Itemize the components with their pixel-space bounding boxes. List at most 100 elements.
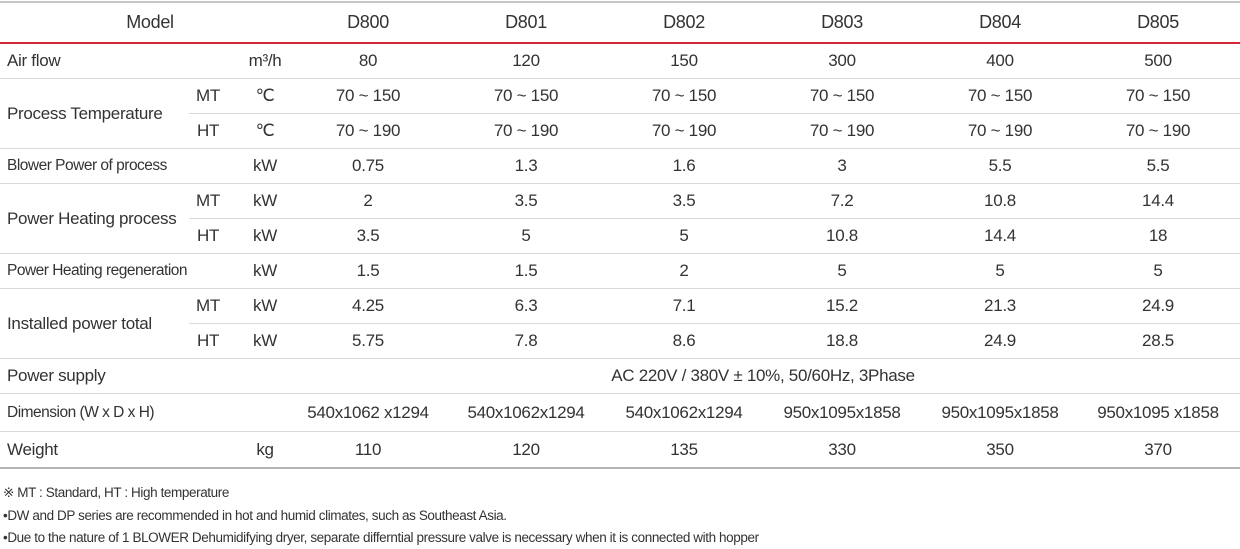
table-cell: 70 ~ 150 — [809, 86, 875, 105]
sub-row-divider — [189, 323, 1240, 324]
table-cell: 2 — [679, 261, 689, 280]
table-cell: 70 ~ 190 — [967, 121, 1033, 140]
table-top-rule — [0, 1, 1240, 3]
row-divider — [0, 253, 1240, 254]
table-cell: 70 ~ 190 — [493, 121, 559, 140]
air-flow-unit: m³/h — [248, 51, 282, 70]
dimension-label: Dimension (W x D x H) — [7, 403, 155, 421]
table-cell: 400 — [986, 51, 1014, 70]
celsius-unit: ℃ — [255, 86, 275, 105]
table-cell: 10.8 — [826, 226, 858, 245]
blower-power-label: Blower Power of process — [7, 157, 167, 174]
table-cell: 2 — [363, 191, 373, 210]
footnote-climate: •DW and DP series are recommended in hot… — [3, 508, 507, 523]
table-cell: 5.5 — [988, 156, 1012, 175]
table-cell: 80 — [358, 51, 378, 70]
table-cell: 1.5 — [514, 261, 538, 280]
table-cell: 70 ~ 150 — [651, 86, 717, 105]
table-cell: 10.8 — [984, 191, 1016, 210]
header-accent-rule — [0, 42, 1240, 44]
table-cell: 3.5 — [672, 191, 696, 210]
footnote-legend: ※ MT : Standard, HT : High temperature — [3, 485, 229, 500]
table-cell: 1.5 — [356, 261, 380, 280]
table-cell: 8.6 — [672, 331, 696, 350]
sub-row-divider — [189, 113, 1240, 114]
model-d801-header: D801 — [505, 12, 547, 32]
table-cell: 24.9 — [1142, 296, 1174, 315]
kw-unit: kW — [253, 191, 277, 210]
table-bottom-rule — [0, 467, 1240, 469]
power-heating-process-label: Power Heating process — [7, 208, 177, 228]
table-cell: 21.3 — [984, 296, 1016, 315]
table-cell: 350 — [986, 439, 1014, 459]
table-cell: 950x1095x1858 — [783, 402, 901, 422]
kw-unit: kW — [253, 156, 277, 175]
table-cell: 300 — [828, 51, 856, 70]
table-cell: 120 — [512, 51, 540, 70]
table-cell: 28.5 — [1142, 331, 1174, 350]
table-cell: 15.2 — [826, 296, 858, 315]
kw-unit: kW — [253, 261, 277, 280]
weight-label: Weight — [7, 439, 58, 459]
table-cell: 5.75 — [352, 331, 384, 350]
table-cell: 70 ~ 150 — [967, 86, 1033, 105]
table-cell: 70 ~ 190 — [809, 121, 875, 140]
table-cell: 14.4 — [1142, 191, 1174, 210]
table-cell: 3 — [837, 156, 847, 175]
model-d804-header: D804 — [979, 12, 1021, 32]
kg-unit: kg — [256, 439, 274, 459]
table-cell: 150 — [670, 51, 698, 70]
installed-power-total-label: Installed power total — [7, 313, 152, 333]
table-cell: 540x1062x1294 — [625, 402, 743, 422]
table-cell: 0.75 — [352, 156, 384, 175]
row-divider — [0, 358, 1240, 359]
table-cell: 110 — [354, 439, 382, 459]
table-cell: 950x1095x1858 — [941, 402, 1059, 422]
mt-sub-label: MT — [196, 191, 220, 210]
row-divider — [0, 183, 1240, 184]
row-divider — [0, 78, 1240, 79]
footnote-pressure-valve: •Due to the nature of 1 BLOWER Dehumidif… — [3, 530, 759, 545]
table-cell: 3.5 — [356, 226, 380, 245]
table-cell: 5 — [521, 226, 531, 245]
table-cell: 7.2 — [830, 191, 854, 210]
table-cell: 14.4 — [984, 226, 1016, 245]
table-cell: 5 — [995, 261, 1005, 280]
table-cell: 7.1 — [672, 296, 696, 315]
table-cell: 70 ~ 150 — [493, 86, 559, 105]
table-cell: 1.3 — [514, 156, 538, 175]
power-supply-label: Power supply — [7, 366, 106, 385]
ht-sub-label: HT — [196, 121, 220, 140]
row-divider — [0, 431, 1240, 432]
table-cell: 5 — [679, 226, 689, 245]
table-cell: 7.8 — [514, 331, 538, 350]
power-supply-value: AC 220V / 380V ± 10%, 50/60Hz, 3Phase — [611, 366, 915, 385]
table-cell: 70 ~ 190 — [1125, 121, 1191, 140]
celsius-unit: ℃ — [255, 121, 275, 140]
table-cell: 70 ~ 150 — [335, 86, 401, 105]
ht-sub-label: HT — [196, 226, 220, 245]
power-heating-regeneration-label: Power Heating regeneration — [7, 262, 188, 279]
table-cell: 370 — [1144, 439, 1172, 459]
table-cell: 950x1095 x1858 — [1097, 402, 1219, 422]
table-cell: 540x1062x1294 — [467, 402, 585, 422]
table-cell: 4.25 — [352, 296, 384, 315]
model-d800-header: D800 — [347, 12, 389, 32]
ht-sub-label: HT — [196, 331, 220, 350]
row-divider — [0, 288, 1240, 289]
air-flow-label: Air flow — [7, 51, 61, 70]
kw-unit: kW — [253, 331, 277, 350]
table-cell: 18 — [1148, 226, 1168, 245]
table-cell: 18.8 — [826, 331, 858, 350]
table-cell: 24.9 — [984, 331, 1016, 350]
table-cell: 500 — [1144, 51, 1172, 70]
model-header: Model — [126, 12, 174, 32]
table-cell: 70 ~ 150 — [1125, 86, 1191, 105]
model-d803-header: D803 — [821, 12, 863, 32]
table-cell: 70 ~ 190 — [335, 121, 401, 140]
table-cell: 5 — [1153, 261, 1163, 280]
process-temperature-label: Process Temperature — [7, 103, 163, 123]
row-divider — [0, 393, 1240, 394]
table-cell: 120 — [512, 439, 540, 459]
table-cell: 5.5 — [1146, 156, 1170, 175]
